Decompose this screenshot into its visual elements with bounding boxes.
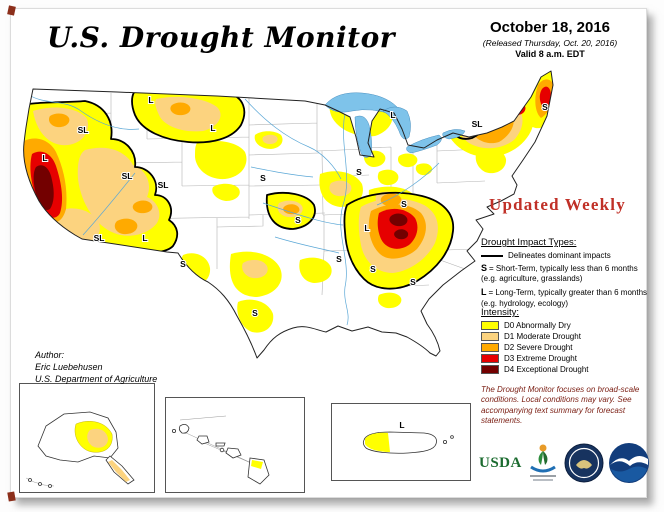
drought-areas-d3	[30, 86, 551, 249]
author-block: Author: Eric Luebehusen U.S. Department …	[35, 349, 157, 385]
map-impact-label: L	[148, 95, 153, 105]
drought-areas-d2	[23, 79, 554, 259]
d3-swatch	[481, 354, 499, 363]
d4-swatch	[481, 365, 499, 374]
page-title: U.S. Drought Monitor	[47, 21, 396, 54]
alaska-map	[25, 411, 135, 488]
map-impact-label: SL	[122, 171, 133, 181]
department-of-commerce-seal	[564, 443, 604, 483]
impact-types-heading: Drought Impact Types:	[481, 237, 577, 248]
map-impact-label: SL	[158, 180, 169, 190]
release-date: (Released Thursday, Oct. 20, 2016)	[482, 38, 618, 48]
delineation-line-sample	[481, 254, 503, 257]
map-impact-label: L	[142, 233, 147, 243]
lake-erie	[406, 134, 442, 154]
usda-logo: USDA	[479, 454, 522, 471]
drought-areas-d4	[33, 165, 409, 240]
map-impact-label: L	[364, 223, 369, 233]
map-impact-label: L	[390, 110, 395, 120]
d0-swatch	[481, 321, 499, 330]
intensity-legend: Intensity: D0 Abnormally Dry D1 Moderate…	[481, 307, 651, 376]
map-impact-label: SL	[78, 125, 89, 135]
map-impact-label: S	[542, 102, 548, 112]
rivers	[28, 94, 440, 326]
drought-mitigation-center-logo	[529, 444, 556, 481]
map-impact-label: S	[336, 254, 342, 264]
date-block: October 18, 2016 (Released Thursday, Oct…	[449, 19, 651, 59]
map-impact-label: S	[356, 167, 362, 177]
puerto-rico-map: L	[363, 419, 454, 454]
lake-michigan	[354, 115, 372, 158]
map-impact-label: SL	[94, 233, 105, 243]
map-impact-label: S	[370, 264, 376, 274]
map-impact-label: S	[260, 173, 266, 183]
map-impact-label: S	[401, 199, 407, 209]
legend-row-d4: D4 Exceptional Drought	[481, 365, 651, 374]
corner-mark-bottom	[7, 491, 16, 502]
us-landmass	[23, 71, 554, 358]
author-name: Eric Luebehusen	[35, 362, 103, 373]
puerto-rico-inset: L	[331, 403, 471, 481]
legend-row-d0: D0 Abnormally Dry	[481, 321, 651, 330]
map-impact-label: S	[295, 215, 301, 225]
delineation-caption: Delineates dominant impacts	[508, 251, 611, 260]
hawaii-inset	[165, 397, 305, 493]
legend-row-d2: D2 Severe Drought	[481, 343, 651, 352]
lake-huron	[382, 106, 411, 140]
updated-weekly-label: Updated Weekly	[489, 195, 626, 214]
great-lakes	[324, 92, 466, 158]
hawaii-map	[172, 415, 270, 485]
impact-delineation-outlines	[23, 87, 490, 290]
noaa-logo	[608, 443, 649, 483]
map-impact-label: S	[410, 277, 416, 287]
puerto-rico-impact-label: L	[399, 420, 404, 430]
map-impact-label: S	[252, 308, 258, 318]
lake-superior	[324, 92, 398, 116]
state-boundaries	[23, 91, 486, 296]
legend-row-d3: D3 Extreme Drought	[481, 354, 651, 363]
legend-row-d1: D1 Moderate Drought	[481, 332, 651, 341]
map-impact-label: L	[42, 153, 47, 163]
logo-row: USDA	[479, 437, 651, 489]
alaska-inset	[19, 383, 155, 493]
author-label: Author:	[35, 350, 65, 360]
d2-swatch	[481, 343, 499, 352]
us-coastline	[23, 70, 554, 359]
map-impact-label: S	[180, 259, 186, 269]
drought-monitor-page: U.S. Drought Monitor October 18, 2016 (R…	[10, 8, 649, 498]
map-impact-label: L	[210, 123, 215, 133]
short-term-definition: S = Short-Term, typically less than 6 mon…	[481, 263, 638, 284]
drought-areas-d0	[23, 71, 554, 333]
lake-ontario	[442, 129, 466, 140]
d1-swatch	[481, 332, 499, 341]
disclaimer-text: The Drought Monitor focuses on broad-sca…	[481, 385, 640, 426]
intensity-heading: Intensity:	[481, 307, 520, 318]
map-impact-label: SL	[472, 119, 483, 129]
drought-areas-d1	[33, 96, 523, 279]
impact-types-legend: Drought Impact Types: Delineates dominan…	[481, 237, 651, 312]
map-date: October 18, 2016	[489, 19, 611, 36]
long-term-definition: L = Long-Term, typically greater than 6 m…	[481, 287, 648, 308]
valid-time: Valid 8 a.m. EDT	[515, 49, 585, 59]
author-org: U.S. Department of Agriculture	[35, 374, 158, 385]
